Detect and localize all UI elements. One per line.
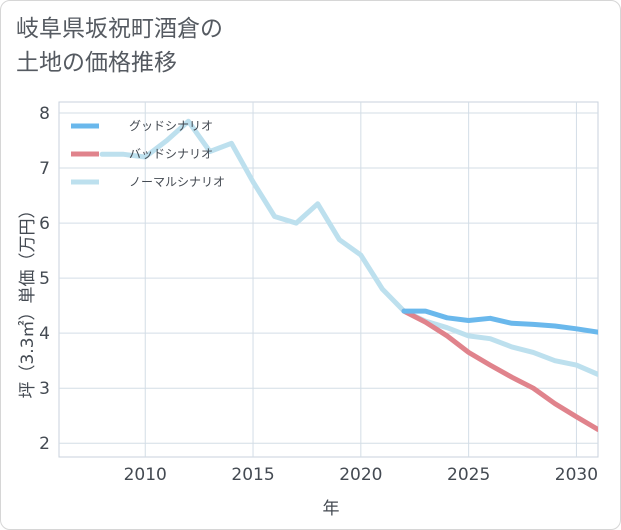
x-tick-label: 2010 <box>124 465 167 485</box>
y-tick-label: 3 <box>39 379 50 399</box>
x-tick-label: 2025 <box>447 465 490 485</box>
x-tick-label: 2015 <box>231 465 274 485</box>
plot-area <box>58 101 599 458</box>
y-tick-label: 5 <box>39 269 50 289</box>
y-tick-label: 2 <box>39 434 50 454</box>
series-line <box>99 118 598 377</box>
x-tick-label: 2020 <box>339 465 382 485</box>
legend-label[interactable]: ノーマルシナリオ <box>129 175 225 189</box>
x-tick-label: 2030 <box>555 465 598 485</box>
y-tick-label: 7 <box>39 159 50 179</box>
legend-label[interactable]: グッドシナリオ <box>129 119 213 133</box>
x-axis-title: 年 <box>323 499 340 519</box>
grid-lines <box>59 102 598 457</box>
tick-labels: 2010 2015 2020 2025 2030 2 3 4 5 6 7 8 <box>39 104 598 485</box>
y-tick-label: 4 <box>39 324 50 344</box>
chart-title: 岐阜県坂祝町酒倉の 土地の価格推移 <box>16 12 223 80</box>
series-layer <box>99 118 598 432</box>
legend-label[interactable]: バッドシナリオ <box>129 147 213 161</box>
y-tick-label: 8 <box>39 104 50 124</box>
y-tick-label: 6 <box>39 214 50 234</box>
y-axis-title: 坪（3.3㎡）単価（万円） <box>18 201 38 398</box>
series-line <box>401 308 598 432</box>
title-line-1: 岐阜県坂祝町酒倉の <box>16 16 223 42</box>
series-line <box>401 308 598 335</box>
title-line-2: 土地の価格推移 <box>16 50 177 76</box>
